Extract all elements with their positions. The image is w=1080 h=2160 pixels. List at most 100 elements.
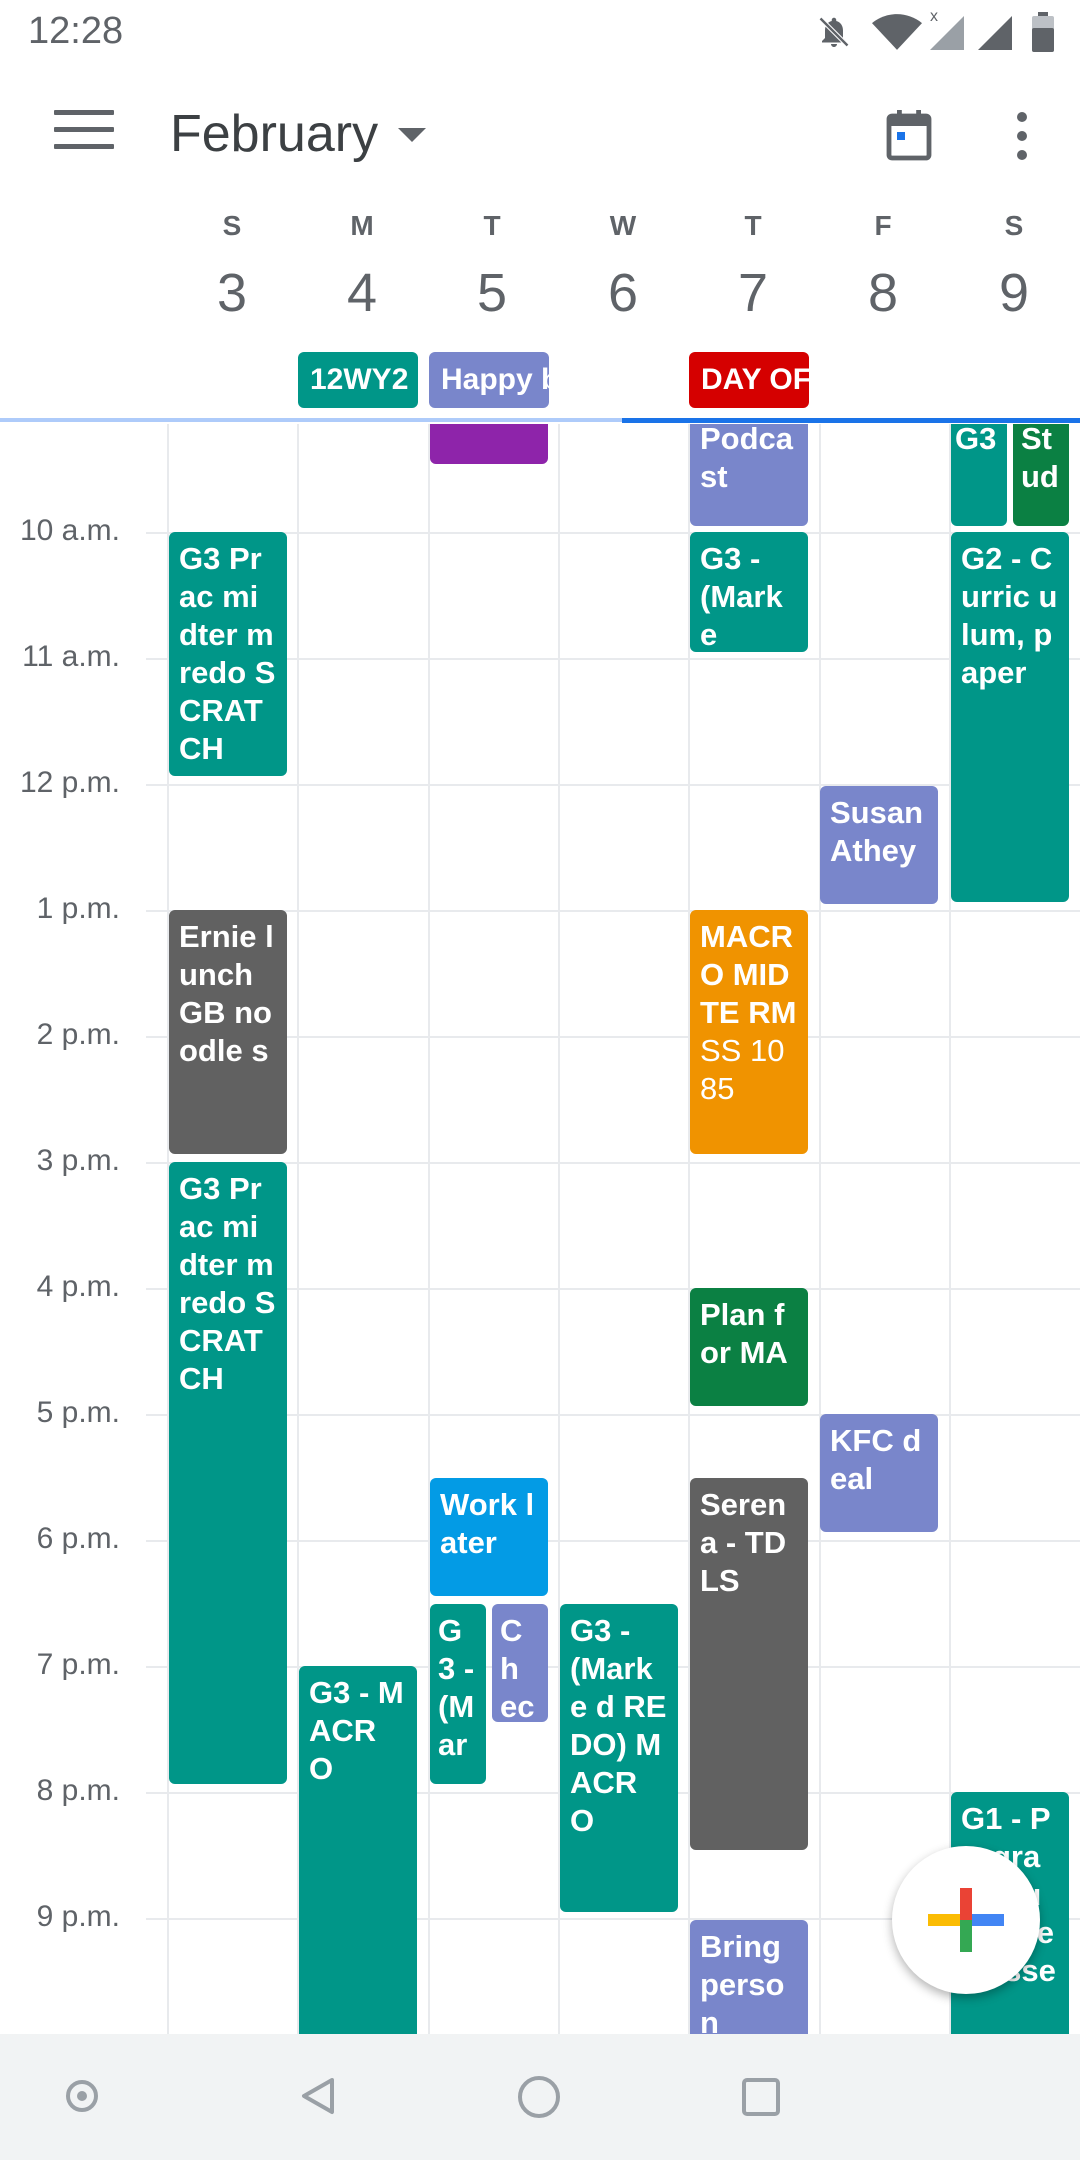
event-title: Work later: [440, 1487, 535, 1560]
day-of-week: W: [609, 210, 637, 241]
signal-icon-2: [978, 16, 1012, 50]
day-line: [949, 424, 951, 2034]
day-number[interactable]: 3: [216, 263, 248, 323]
month-title[interactable]: February: [170, 105, 379, 163]
event[interactable]: Ernie lunch GB noodle s: [169, 910, 287, 1154]
day-of-week: F: [874, 210, 892, 241]
no-data-mark: x: [930, 8, 938, 25]
event[interactable]: Work later: [430, 1478, 548, 1596]
all-day-divider: [0, 418, 1080, 422]
event[interactable]: G3: [951, 424, 1007, 526]
day-of-week: T: [744, 210, 762, 241]
day-number[interactable]: 8: [867, 263, 899, 323]
hour-line: [146, 784, 1080, 786]
event[interactable]: G3 Prac midter m redo SCRAT CH: [169, 1162, 287, 1784]
event[interactable]: [430, 424, 548, 464]
recents-icon[interactable]: [740, 2076, 782, 2118]
event-title: Serena - TDLS: [700, 1487, 787, 1598]
event[interactable]: G3 Prac midter m redo SCRAT CH: [169, 532, 287, 776]
hour-line: [146, 1288, 1080, 1290]
hour-label: 8 p.m.: [36, 1774, 120, 1807]
event-title: Bring person: [700, 1929, 785, 2034]
event-title: G3 - (Marke: [700, 541, 783, 652]
event[interactable]: Bring person: [690, 1920, 808, 2034]
hour-line: [146, 910, 1080, 912]
event-title: MACR O MIDTE RM: [700, 919, 797, 1030]
menu-icon[interactable]: [54, 110, 114, 162]
home-icon[interactable]: [516, 2074, 562, 2120]
day-number[interactable]: 9: [998, 263, 1030, 323]
event[interactable]: KFC deal: [820, 1414, 938, 1532]
event[interactable]: Susan Athey: [820, 786, 938, 904]
event-title: G3 Prac midter m redo SCRAT CH: [179, 541, 276, 766]
day-line: [558, 424, 560, 2034]
signal-icon-1: [930, 16, 964, 50]
event[interactable]: G2 - Curric ulum, paper: [951, 532, 1069, 902]
event[interactable]: Podca st: [690, 424, 808, 526]
day-number[interactable]: 6: [607, 263, 639, 323]
hour-label: 4 p.m.: [36, 1270, 120, 1303]
hour-line: [146, 1414, 1080, 1416]
event-title: G3 Prac midter m redo SCRAT CH: [179, 1171, 276, 1396]
hour-label: 6 p.m.: [36, 1522, 120, 1555]
more-vert-icon[interactable]: [1010, 112, 1034, 164]
day-line: [428, 424, 430, 2034]
event[interactable]: Plan for MA: [690, 1288, 808, 1406]
assistant-icon[interactable]: [62, 2076, 102, 2116]
status-bar: 12:28 x: [0, 0, 1080, 64]
hour-label: 12 p.m.: [19, 766, 120, 799]
event-title: G3: [955, 424, 997, 456]
event-title: Ch ec: [500, 1613, 535, 1722]
day-line: [819, 424, 821, 2034]
day-line: [167, 424, 169, 2034]
notifications-off-icon: [818, 16, 850, 48]
hour-line: [146, 1540, 1080, 1542]
day-line: [297, 424, 299, 2034]
day-of-week: S: [1004, 210, 1024, 241]
battery-icon: [1032, 12, 1054, 52]
system-nav-bar: [0, 2034, 1080, 2160]
status-time: 12:28: [28, 10, 124, 52]
calendar-today-icon[interactable]: [884, 110, 934, 162]
hour-label: 11 a.m.: [22, 640, 120, 673]
plus-icon: [928, 1888, 1004, 1952]
event[interactable]: St ud: [1013, 424, 1069, 526]
hour-label: 9 p.m.: [36, 1900, 120, 1933]
hour-line: [146, 1918, 1080, 1920]
event[interactable]: G3 - MACR O: [299, 1666, 417, 2034]
event-title: Podca st: [700, 424, 794, 494]
event-title: Ernie lunch GB noodle s: [179, 919, 274, 1068]
day-line: [688, 424, 690, 2034]
day-number[interactable]: 5: [476, 263, 508, 323]
event[interactable]: G3 - (M ar: [430, 1604, 486, 1784]
timeline-grid[interactable]: 10 a.m. 11 a.m. 12 p.m. 1 p.m. 2 p.m. 3 …: [0, 424, 1080, 2034]
all-day-event[interactable]: 12WY2: [298, 352, 418, 408]
dropdown-arrow-icon[interactable]: [398, 128, 426, 142]
wifi-icon: [872, 14, 922, 50]
hour-line: [146, 1162, 1080, 1164]
back-icon[interactable]: [296, 2074, 340, 2118]
all-day-event[interactable]: DAY OF: [689, 352, 809, 408]
event-title: G3 - (M ar: [438, 1613, 475, 1762]
event[interactable]: G3 - (Marke: [690, 532, 808, 652]
event-title: St ud: [1021, 424, 1059, 494]
day-number[interactable]: 4: [346, 263, 378, 323]
event[interactable]: Ch ec: [492, 1604, 548, 1722]
day-number[interactable]: 7: [737, 263, 769, 323]
day-of-week: T: [483, 210, 501, 241]
create-event-button[interactable]: [892, 1846, 1040, 1994]
event-title: G2 - Curric ulum, paper: [961, 541, 1058, 690]
event[interactable]: MACR O MIDTE RM SS 1085: [690, 910, 808, 1154]
hour-label: 1 p.m.: [36, 892, 120, 925]
day-of-week: M: [350, 210, 374, 241]
divider-highlight: [622, 418, 1080, 423]
event-location: SS 1085: [700, 1033, 785, 1106]
all-day-event[interactable]: Happy b: [429, 352, 549, 408]
event[interactable]: Serena - TDLS: [690, 1478, 808, 1850]
event[interactable]: G3 - (Marke d REDO) MACR O: [560, 1604, 678, 1912]
hour-label: 2 p.m.: [36, 1018, 120, 1051]
event-title: KFC deal: [830, 1423, 922, 1496]
event-title: G3 - MACR O: [309, 1675, 404, 1786]
hour-label: 5 p.m.: [36, 1396, 120, 1429]
hour-label: 3 p.m.: [36, 1144, 120, 1177]
